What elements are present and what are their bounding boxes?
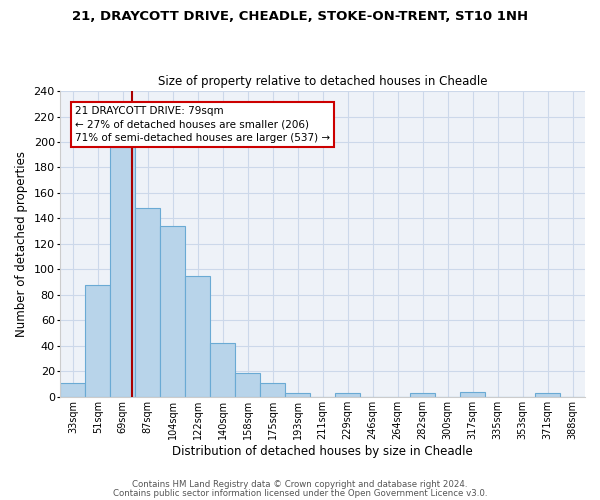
Bar bbox=[235, 372, 260, 397]
Y-axis label: Number of detached properties: Number of detached properties bbox=[15, 151, 28, 337]
Bar bbox=[335, 393, 360, 397]
X-axis label: Distribution of detached houses by size in Cheadle: Distribution of detached houses by size … bbox=[172, 444, 473, 458]
Bar bbox=[110, 147, 136, 397]
Bar bbox=[210, 344, 235, 397]
Bar bbox=[160, 226, 185, 397]
Bar bbox=[285, 393, 310, 397]
Bar bbox=[535, 393, 560, 397]
Text: 21 DRAYCOTT DRIVE: 79sqm
← 27% of detached houses are smaller (206)
71% of semi-: 21 DRAYCOTT DRIVE: 79sqm ← 27% of detach… bbox=[75, 106, 330, 142]
Bar bbox=[61, 383, 85, 397]
Bar bbox=[136, 208, 160, 397]
Bar bbox=[410, 393, 435, 397]
Bar bbox=[85, 284, 110, 397]
Bar bbox=[460, 392, 485, 397]
Bar bbox=[185, 276, 210, 397]
Title: Size of property relative to detached houses in Cheadle: Size of property relative to detached ho… bbox=[158, 76, 487, 88]
Text: Contains HM Land Registry data © Crown copyright and database right 2024.: Contains HM Land Registry data © Crown c… bbox=[132, 480, 468, 489]
Bar bbox=[260, 383, 285, 397]
Text: Contains public sector information licensed under the Open Government Licence v3: Contains public sector information licen… bbox=[113, 488, 487, 498]
Text: 21, DRAYCOTT DRIVE, CHEADLE, STOKE-ON-TRENT, ST10 1NH: 21, DRAYCOTT DRIVE, CHEADLE, STOKE-ON-TR… bbox=[72, 10, 528, 23]
